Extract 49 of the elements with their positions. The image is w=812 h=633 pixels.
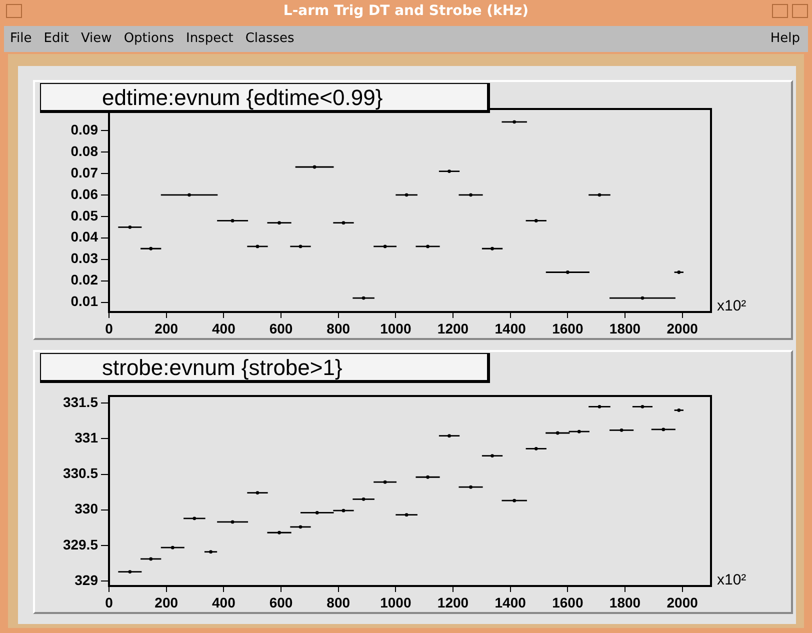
x-tick-label: 800 xyxy=(326,320,350,336)
x-tick-label: 1000 xyxy=(380,320,412,336)
y-tick-label: 0.08 xyxy=(70,142,98,159)
y-tick-label: 330 xyxy=(74,500,98,517)
y-tick-label: 0.03 xyxy=(70,250,98,266)
x-tick-label: 1800 xyxy=(609,594,641,610)
y-tick-label: 0.02 xyxy=(70,272,98,288)
x-tick-label: 1400 xyxy=(494,594,526,610)
text: View xyxy=(80,31,112,46)
chart-title: edtime:evnum {edtime<0.99} xyxy=(102,84,383,112)
text: L-arm Trig DT and Strobe (kHz) xyxy=(282,2,530,21)
text: Options xyxy=(124,31,174,46)
x-tick-label: 0 xyxy=(105,320,114,336)
chart-title: strobe:evnum {strobe>1} xyxy=(102,354,342,382)
x-tick-label: 1400 xyxy=(494,320,526,336)
y-tick-label: 0.01 xyxy=(70,293,98,310)
y-tick-label: 0.06 xyxy=(70,186,98,202)
text: Edit xyxy=(44,31,69,46)
x-tick-label: 200 xyxy=(154,594,178,610)
x-tick-label: 1200 xyxy=(437,320,469,336)
y-tick-label: 329.5 xyxy=(62,536,98,552)
x-tick-label: 1600 xyxy=(552,320,584,336)
y-tick-label: 331.5 xyxy=(62,394,98,410)
x-axis-title: x10² xyxy=(717,572,746,589)
x-tick-label: 1800 xyxy=(609,320,641,336)
y-tick-label: 0.09 xyxy=(70,121,98,138)
y-tick-label: 330.5 xyxy=(62,465,98,482)
text: Inspect xyxy=(186,31,234,46)
x-tick-label: 600 xyxy=(269,320,293,336)
y-tick-label: 0.05 xyxy=(70,207,98,224)
y-tick-label: 329 xyxy=(74,572,98,588)
x-tick-label: 1600 xyxy=(552,594,584,610)
x-tick-label: 2000 xyxy=(666,320,698,336)
text: Classes xyxy=(245,31,294,46)
x-tick-label: 2000 xyxy=(666,594,698,610)
text: Help xyxy=(770,30,800,48)
y-tick-label: 0.04 xyxy=(70,228,98,245)
x-tick-label: 400 xyxy=(212,594,236,610)
x-tick-label: 400 xyxy=(212,320,236,336)
y-tick-label: 0.07 xyxy=(70,164,98,180)
x-tick-label: 800 xyxy=(326,594,350,610)
text: File xyxy=(10,31,32,46)
x-tick-label: 0 xyxy=(105,594,114,610)
x-axis-title: x10² xyxy=(717,298,746,315)
x-tick-label: 600 xyxy=(269,594,293,610)
x-tick-label: 1200 xyxy=(437,594,469,610)
x-tick-label: 1000 xyxy=(380,594,412,610)
y-tick-label: 331 xyxy=(74,430,98,446)
x-tick-label: 200 xyxy=(154,320,178,336)
